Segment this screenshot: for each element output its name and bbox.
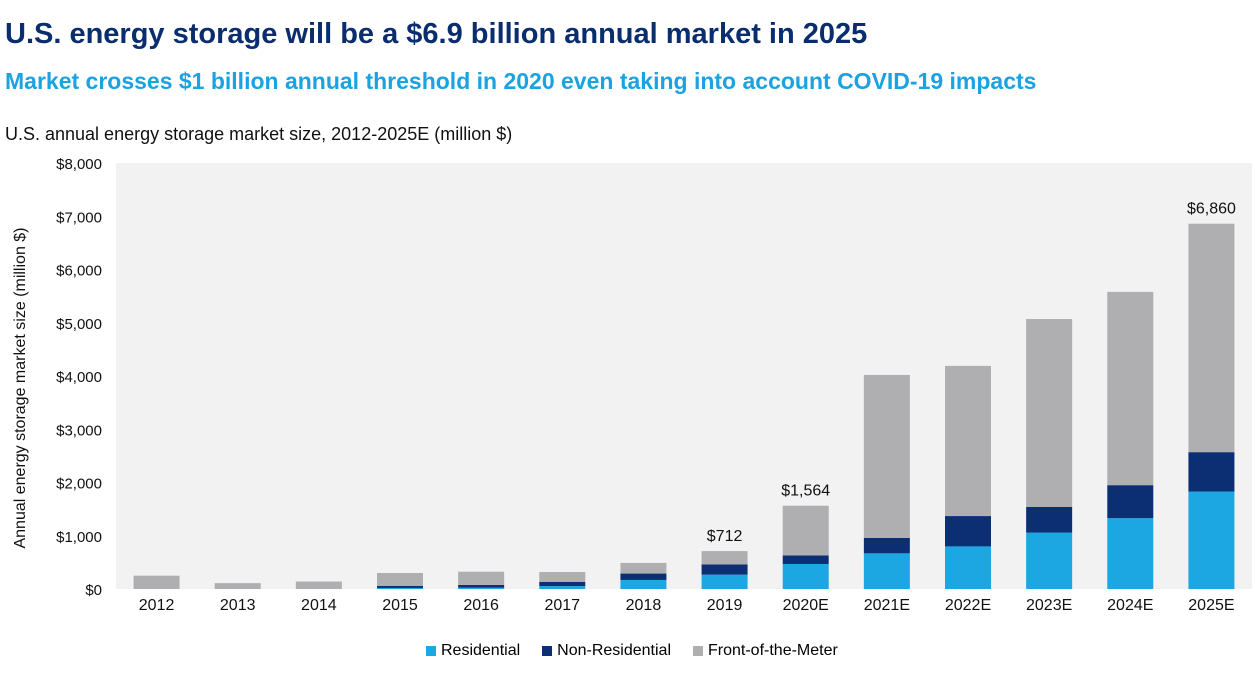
y-tick-label: $3,000 [56,422,102,439]
bar-segment-non-residential [620,573,667,580]
legend-label: Non-Residential [557,642,671,659]
x-tick-label: 2016 [463,597,499,614]
legend-swatch [693,646,703,656]
bar-segment-front-of-the-meter [945,365,991,517]
bar-segment-non-residential [458,585,505,588]
x-tick-label: 2023E [1026,597,1072,614]
x-tick-label: 2020E [783,597,829,614]
x-tick-label: 2022E [945,597,991,614]
bar-segment-front-of-the-meter [620,562,667,574]
x-tick-label: 2012 [139,597,175,614]
legend-swatch [426,646,436,656]
bar-segment-non-residential [539,581,586,587]
data-labels: $712 $1,564 $6,860 [707,201,1236,545]
legend-item: Front-of-the-Meter [693,642,838,660]
bars [133,223,1235,589]
x-tick-label: 2024E [1107,597,1153,614]
bar-segment-front-of-the-meter [1026,319,1073,507]
bar-segment-residential [1188,491,1235,589]
bar-segment-non-residential [701,564,748,575]
bar-segment-front-of-the-meter [1107,291,1154,486]
bar-segment-residential [945,546,991,589]
legend: Residential Non-Residential Front-of-the-M… [426,642,838,660]
bar-segment-front-of-the-meter [701,551,748,565]
bar-segment-non-residential [377,585,423,588]
chart-title: U.S. energy storage will be a $6.9 billi… [5,18,868,50]
y-tick-label: $8,000 [56,156,102,173]
bar-segment-front-of-the-meter [377,573,423,586]
y-tick-label: $1,000 [56,529,102,546]
data-label: $1,564 [781,483,830,500]
bar-segment-residential [782,563,829,589]
x-tick-label: 2015 [382,597,418,614]
bar-segment-front-of-the-meter [1188,223,1235,453]
chart-caption: U.S. annual energy storage market size, … [5,124,513,144]
y-axis-label: Annual energy storage market size (milli… [12,227,29,548]
bar-segment-non-residential [863,537,910,554]
x-tick-label: 2025E [1188,597,1234,614]
legend-swatch [542,646,553,656]
bar-segment-front-of-the-meter [133,575,180,589]
x-axis: 2012 2013 2014 2015 2016 2017 2018 2019 2020E 202… [139,597,1235,614]
bar-segment-non-residential [1026,506,1073,533]
x-tick-label: 2013 [220,597,256,614]
legend-label: Front-of-the-Meter [708,642,838,659]
bar-segment-front-of-the-meter [295,581,342,589]
plot-area [116,163,1252,589]
bar-segment-front-of-the-meter [539,571,586,582]
x-tick-label: 2017 [544,597,580,614]
bar-segment-non-residential [1188,452,1235,492]
bar-segment-residential [863,553,910,589]
x-tick-label: 2021E [864,597,910,614]
y-tick-label: $6,000 [56,263,102,280]
bar-segment-residential [539,586,586,589]
bar-segment-residential [1026,532,1073,589]
bar-segment-residential [377,587,423,589]
y-tick-label: $4,000 [56,369,102,386]
y-tick-label: $2,000 [56,476,102,493]
data-label: $6,860 [1187,201,1236,218]
bar-segment-front-of-the-meter [863,374,910,538]
bar-segment-non-residential [782,555,829,564]
bar-segment-residential [458,587,505,589]
bar-segment-non-residential [945,516,991,547]
bar-segment-front-of-the-meter [458,571,505,586]
bar-segment-front-of-the-meter [782,505,829,556]
x-tick-label: 2014 [301,597,337,614]
bar-segment-residential [1107,518,1154,589]
legend-label: Residential [441,642,521,659]
x-tick-label: 2019 [707,597,743,614]
bar-segment-front-of-the-meter [214,583,261,589]
bar-segment-non-residential [1107,485,1154,519]
y-axis: $0 $1,000 $2,000 $3,000 $4,000 $5,000 $6,000 $7… [56,156,102,599]
legend-item: Residential [426,642,520,660]
legend-item: Non-Residential [542,642,671,660]
x-tick-label: 2018 [626,597,662,614]
bar-segment-residential [620,579,667,589]
y-tick-label: $7,000 [56,209,102,226]
y-tick-label: $0 [85,582,102,599]
bar-segment-residential [701,574,748,589]
data-label: $712 [707,528,743,545]
y-tick-label: $5,000 [56,316,102,333]
chart-subtitle: Market crosses $1 billion annual thresho… [5,68,1037,94]
